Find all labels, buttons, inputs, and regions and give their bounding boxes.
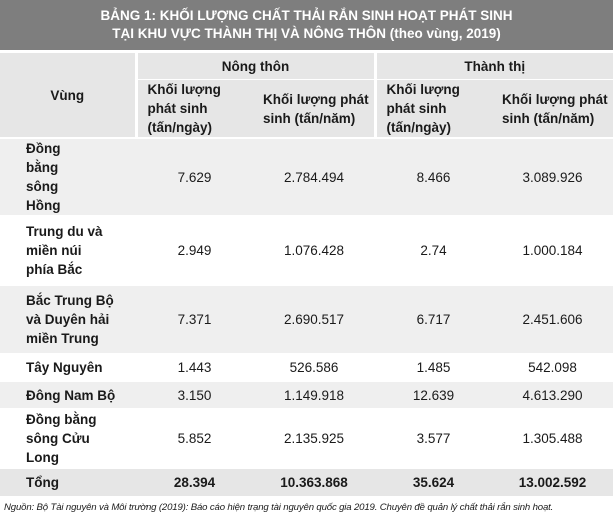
urban-day-cell: 3.577	[375, 408, 493, 468]
table-row: Trung du và miền núi phía Bắc 2.949 1.07…	[0, 215, 613, 285]
region-cell: Bắc Trung Bộ và Duyên hải miền Trung	[0, 284, 136, 354]
rural-day-cell: 2.949	[136, 215, 253, 285]
rural-year-cell: 526.586	[253, 353, 376, 381]
rural-day-cell: 1.443	[136, 353, 253, 381]
region-cell: Tây Nguyên	[0, 353, 136, 381]
rural-year-cell: 2.690.517	[253, 284, 376, 354]
waste-table: Vùng Nông thôn Thành thị Khối lượng phát…	[0, 50, 613, 496]
rural-year-cell: 1.076.428	[253, 215, 376, 285]
urban-day-cell: 8.466	[375, 137, 493, 216]
source-note: Nguồn: Bộ Tài nguyên và Môi trường (2019…	[4, 502, 554, 513]
total-rural-day: 28.394	[136, 467, 253, 496]
urban-year-cell: 1.305.488	[492, 408, 613, 468]
urban-day-cell: 1.485	[375, 353, 493, 381]
total-row: Tổng 28.394 10.363.868 35.624 13.002.592	[0, 467, 613, 496]
rural-day-cell: 7.629	[136, 137, 253, 216]
region-cell: Trung du và miền núi phía Bắc	[0, 215, 136, 285]
title-line-2: TẠI KHU VỰC THÀNH THỊ VÀ NÔNG THÔN (theo…	[112, 26, 501, 41]
table-row: Bắc Trung Bộ và Duyên hải miền Trung 7.3…	[0, 284, 613, 354]
header-urban-per-year: Khối lượng phát sinh (tấn/năm)	[492, 79, 613, 138]
rural-year-cell: 1.149.918	[253, 380, 376, 409]
table-row: Đồng bằng sông Hồng 7.629 2.784.494 8.46…	[0, 137, 613, 216]
rural-year-cell: 2.784.494	[253, 137, 376, 216]
table-row: Tây Nguyên 1.443 526.586 1.485 542.098	[0, 353, 613, 381]
urban-year-cell: 2.451.606	[492, 284, 613, 354]
region-cell: Đồng bằng sông Cửu Long	[0, 408, 136, 468]
rural-day-cell: 7.371	[136, 284, 253, 354]
region-cell: Đồng bằng sông Hồng	[0, 137, 136, 216]
region-cell: Đông Nam Bộ	[0, 380, 136, 409]
urban-year-cell: 4.613.290	[492, 380, 613, 409]
header-region: Vùng	[0, 50, 136, 138]
urban-day-cell: 12.639	[375, 380, 493, 409]
urban-year-cell: 3.089.926	[492, 137, 613, 216]
header-urban-per-day: Khối lượng phát sinh (tấn/ngày)	[373, 79, 493, 138]
header-rural: Nông thôn	[134, 50, 376, 80]
header-rural-per-day: Khối lượng phát sinh (tấn/ngày)	[134, 79, 253, 138]
total-rural-year: 10.363.868	[253, 467, 376, 496]
urban-year-cell: 542.098	[492, 353, 613, 381]
header-rural-per-year: Khối lượng phát sinh (tấn/năm)	[253, 79, 376, 138]
total-urban-year: 13.002.592	[492, 467, 613, 496]
header-urban: Thành thị	[373, 50, 613, 80]
table-title: BẢNG 1: KHỐI LƯỢNG CHẤT THẢI RẮN SINH HO…	[0, 0, 613, 50]
table-row: Đông Nam Bộ 3.150 1.149.918 12.639 4.613…	[0, 380, 613, 409]
title-line-1: BẢNG 1: KHỐI LƯỢNG CHẤT THẢI RẮN SINH HO…	[100, 8, 513, 23]
total-urban-day: 35.624	[375, 467, 493, 496]
rural-day-cell: 5.852	[136, 408, 253, 468]
urban-day-cell: 2.74	[375, 215, 493, 285]
urban-year-cell: 1.000.184	[492, 215, 613, 285]
urban-day-cell: 6.717	[375, 284, 493, 354]
table-row: Đồng bằng sông Cửu Long 5.852 2.135.925 …	[0, 408, 613, 468]
total-label: Tổng	[0, 467, 136, 496]
rural-year-cell: 2.135.925	[253, 408, 376, 468]
rural-day-cell: 3.150	[136, 380, 253, 409]
